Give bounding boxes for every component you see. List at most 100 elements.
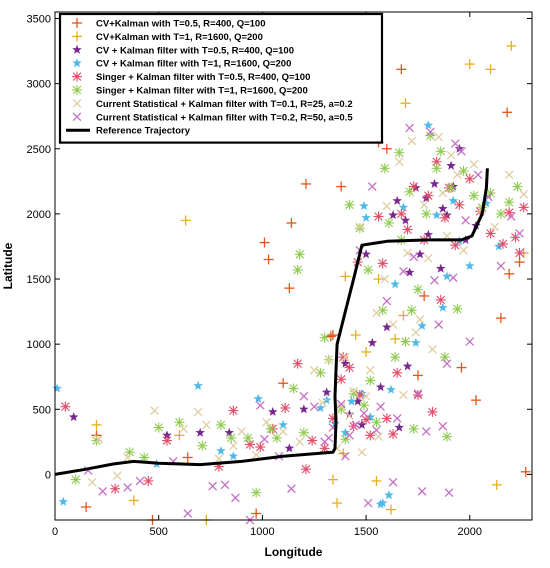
x-tick-label-1000: 1000	[250, 526, 274, 538]
series-1-point-19	[419, 290, 430, 301]
series-4-point-15	[359, 201, 369, 211]
series-8-point-33	[399, 266, 408, 276]
series-3-point-2	[162, 430, 172, 440]
series-6-point-36	[400, 336, 411, 347]
series-5-point-35	[427, 406, 438, 417]
series-5-point-13	[307, 435, 318, 446]
series-8-point-16	[309, 402, 319, 412]
series-3-point-1	[68, 412, 79, 422]
series-7-point-35	[403, 248, 412, 258]
series-6-point-50	[468, 190, 479, 201]
series-4-point-9	[315, 402, 326, 413]
series-7-point-21	[340, 352, 350, 362]
series-5-point-31	[408, 181, 419, 192]
legend-label-reference: Reference Trajectory	[96, 126, 191, 137]
series-5-point-1	[60, 401, 71, 412]
series-3-point-31	[446, 160, 456, 170]
series-8-point-29	[376, 402, 385, 412]
series-7-point-26	[361, 391, 371, 401]
series-5-point-28	[392, 367, 403, 378]
x-tick-label-500: 500	[150, 526, 168, 538]
plot-frame	[54, 11, 533, 521]
series-6-point-12	[265, 423, 276, 434]
series-6-point-55	[512, 181, 523, 192]
series-1-point-11	[300, 178, 311, 189]
series-3-point-22	[404, 267, 415, 277]
series-7-point-16	[309, 365, 319, 375]
legend: CV+Kalman with T=0.5, R=400, Q=100 CV+Kal…	[58, 12, 384, 144]
series-8-point-2	[98, 486, 108, 496]
series-7-point-1	[87, 477, 97, 487]
series-8-point-46	[450, 139, 460, 148]
series-6-point-1	[70, 474, 81, 485]
series-4-point-10	[321, 395, 332, 405]
series-7-point-32	[388, 320, 398, 329]
series-1-point-21	[471, 395, 482, 406]
series-6-point-54	[504, 197, 515, 208]
series-4-point-33	[481, 198, 492, 208]
series-1-point-18	[412, 370, 423, 381]
series-7-point-37	[411, 328, 421, 337]
x-axis-ticks: 0 500 1000 1500 2000	[52, 12, 482, 538]
series-1-point-17	[396, 64, 407, 75]
series-3-point-12	[357, 419, 367, 429]
y-tick-label-2500: 2500	[27, 144, 51, 156]
series-3-point-4	[224, 427, 234, 437]
series-5-point-4	[161, 435, 172, 446]
series-7-point-51	[504, 170, 514, 180]
series-5-point-26	[381, 413, 392, 424]
series-5-point-3	[143, 475, 154, 486]
series-1-point-13	[327, 330, 338, 341]
series-6-point-47	[446, 182, 457, 193]
legend-label-2: CV+Kalman with T=1, R=1600, Q=200	[96, 32, 263, 43]
series-8-point-44	[444, 488, 454, 498]
legend-box	[58, 12, 384, 144]
series-4-point-32	[465, 261, 475, 271]
series-2-point-17	[506, 40, 517, 51]
series-6-point-53	[495, 208, 506, 219]
series-8-point-40	[430, 275, 439, 285]
series-7-point-29	[374, 432, 383, 441]
series-6-point-26	[359, 400, 370, 411]
series-7-point-4	[123, 453, 132, 462]
series-7-point-43	[438, 188, 448, 198]
series-3-point-27	[429, 178, 440, 188]
series-1-point-5	[251, 508, 262, 519]
series-4-point-2	[58, 496, 69, 506]
series-3-point-9	[340, 358, 351, 368]
series-5-point-23	[365, 430, 376, 441]
series-5-point-17	[338, 352, 349, 363]
series-5-point-37	[435, 294, 446, 305]
series-8-point-7	[208, 481, 217, 491]
series-3-point-19	[394, 422, 405, 432]
series-8-point-52	[496, 261, 506, 271]
legend-marker-3	[72, 44, 82, 54]
legend-label-4: CV + Kalman filter with T=1, R=1600, Q=2…	[96, 59, 291, 70]
series-4-point-1	[52, 383, 62, 393]
x-tick-label-2000: 2000	[458, 526, 482, 538]
series-8-point-34	[405, 123, 414, 133]
series-1-point-14	[336, 181, 347, 192]
series-8-point-27	[367, 182, 377, 191]
legend-marker-6	[72, 85, 82, 95]
series-5-point-10	[280, 402, 291, 413]
series-5-point-45	[497, 238, 508, 249]
series-7-point-40	[423, 253, 433, 263]
series-3-point-29	[438, 203, 448, 213]
series-8-point-18	[324, 433, 334, 443]
series-1-point-7	[263, 254, 274, 265]
series-8-point-50	[473, 170, 483, 180]
series-3-point-33	[454, 143, 465, 153]
series-7-point-22	[345, 411, 354, 421]
series-5-point-8	[255, 442, 266, 453]
series-6-point-33	[390, 352, 401, 363]
series-7-point-6	[179, 424, 188, 434]
series-8-point-53	[506, 212, 516, 221]
series-3-point-8	[321, 387, 332, 397]
series-7-point-52	[519, 189, 529, 199]
series-5-point-27	[388, 429, 399, 440]
series-8-point-30	[382, 296, 392, 306]
series-6-point-4	[139, 452, 150, 463]
series-5-point-24	[373, 211, 384, 222]
